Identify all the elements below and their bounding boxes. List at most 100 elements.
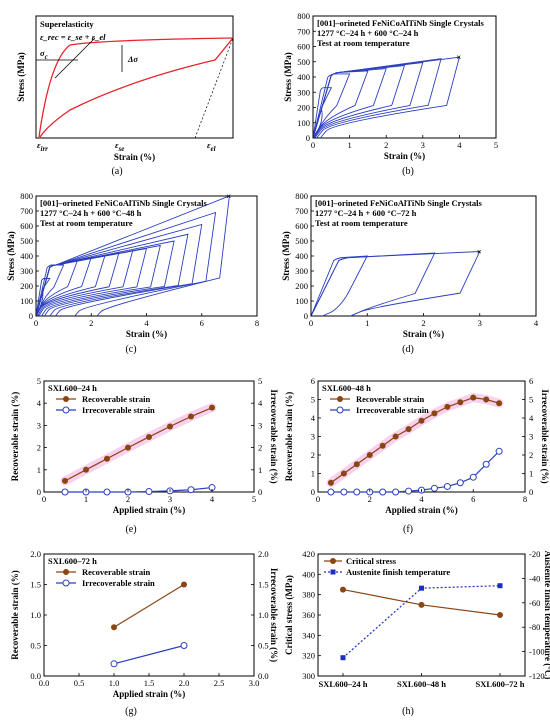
legend-recoverable-marker [63,396,69,402]
recoverable-point [353,461,360,468]
panel-f-y2tick-label: 2 [529,450,533,460]
cycle-1 [310,255,369,317]
panel-g-xtick-label: 1.5 [144,678,155,688]
panel-h-y2tick-label: -40 [529,573,540,583]
recoverable-point [457,399,464,406]
panel-d-ytick-label: 200 [295,281,308,291]
panel-c-xtick-label: 2 [89,318,93,328]
recoverable-point [104,455,110,462]
elastic-dashed-line [194,37,234,139]
panel-g-xtick-label: 1.0 [109,678,120,688]
panel-e-y2tick-label: 3 [258,420,262,430]
panel-e-ytick-label: 3 [37,420,41,430]
irrecoverable-point [353,488,361,496]
panel-d-xtick-label: 3 [478,318,482,328]
recoverable-point [340,470,347,477]
panel-g-y2tick-label: 1.0 [258,610,269,620]
legend-irrecoverable-marker [62,579,70,587]
irrecoverable-point [430,484,438,492]
panel-h-y2tick-label: -100 [529,647,545,657]
panel-f-ytick-label: 0 [311,487,315,497]
cycle-6 [35,252,120,317]
panel-c-xtick-label: 6 [200,318,204,328]
panel-d-header-line-2: Test at room temperature [315,218,408,228]
fracture-marker: × [456,52,461,62]
panel-e-ytick-label: 4 [37,398,42,408]
critical-stress-point [340,586,346,593]
epsilon-irr-label: εirr [37,140,48,153]
fracture-marker: × [226,191,231,201]
panel-a: Superelasticity ε_rec = ε_se + ε_el σc Δσ εi… [16,15,234,177]
panel-h-ytick-label: 300 [302,671,315,681]
panel-h-xtick-label: SXL600–48 h [397,679,446,689]
panel-f-y2tick-label: 5 [529,395,533,405]
irrecoverable-point [327,488,335,496]
panel-f-y2tick-label: 0 [529,487,533,497]
cycle-2 [35,264,65,317]
panel-b-ytick-label: 400 [297,72,310,82]
panel-g-y2tick-label: 1.5 [258,580,269,590]
legend-critical-marker [330,558,336,564]
panel-b-ytick-label: 700 [297,26,310,36]
panel-h-ytick-label: 400 [302,569,315,579]
panel-d-xtick-label: 0 [309,318,313,328]
panel-e-caption: (e) [125,524,136,535]
panel-f-y2tick-label: 3 [529,432,533,442]
recoverable-point [379,442,386,449]
panel-a-equation: ε_rec = ε_se + ε_el [40,32,106,42]
panel-f-y2label: Irrecoverable strain (%) [540,389,550,483]
panel-g-xlabel: Applied strain (%) [113,689,186,699]
panel-d-ytick-label: 100 [295,296,308,306]
panel-c-ylabel: Stress (MPa) [6,231,16,281]
panel-g-y2label: Irrecoverable strain (%) [269,568,279,662]
panel-h-ytick-label: 420 [302,549,315,559]
panel-h-xtick-label: SXL600–72 h [476,679,525,689]
panel-a-caption: (a) [111,166,122,177]
austenite-point [497,583,503,589]
panel-b-xtick-label: 2 [384,140,388,150]
irrecoverable-line [330,450,500,493]
recoverable-line [113,583,185,628]
panel-f-y2tick-label: 1 [529,469,533,479]
panel-d-xtick-label: 2 [421,318,425,328]
panel-b-xtick-label: 5 [494,140,498,150]
legend-recoverable-label: Recoverable strain [82,567,150,577]
panel-b-ytick-label: 100 [297,118,310,128]
panel-c: × [001]–orineted FeNiCoAlTiNb Single Crys… [6,191,259,355]
panel-e-y2label: Irrecoverable strain (%) [269,389,279,483]
panel-f-ytick-label: 6 [311,376,315,386]
irrecoverable-point [495,447,503,455]
critical-stress-point [497,612,503,618]
panel-e-y2tick-label: 4 [258,398,263,408]
austenite-point [340,655,346,661]
panel-c-ytick-label: 700 [20,206,33,216]
cycle-14 [35,195,230,317]
panel-b-ytick-label: 500 [297,57,310,67]
panel-b-ylabel: Stress (MPa) [283,52,293,102]
legend-irrecoverable-label: Irrecoverable strain [356,405,429,415]
panel-e-xtick-label: 2 [126,494,130,504]
legend-recoverable-marker [63,569,69,575]
irrecoverable-point [145,488,153,496]
panel-g-ytick-label: 0.0 [30,671,41,681]
irrecoverable-point [180,642,188,649]
panel-b-xtick-label: 3 [421,140,425,150]
panel-g-xtick-label: 0.5 [74,678,85,688]
panel-b-xtick-label: 1 [347,140,351,150]
panel-c-ytick-label: 0 [29,311,33,321]
panel-g-ytick-label: 0.5 [30,641,41,651]
panel-b-header-line-2: Test at room temperature [317,38,410,48]
cycle-1 [312,87,333,139]
panel-d-ytick-label: 600 [295,221,308,231]
legend-austenite-label: Austenite finish temperature [346,567,450,577]
panel-f-y2tick-label: 6 [529,376,533,386]
legend-irrecoverable-label: Irrecoverable strain [82,405,155,415]
panel-e-ytick-label: 1 [37,465,41,475]
panel-h-caption: (h) [402,706,414,717]
panel-c-ytick-label: 200 [20,281,33,291]
panel-e-title: SXL600–24 h [48,383,97,393]
cycle-7 [312,58,442,139]
